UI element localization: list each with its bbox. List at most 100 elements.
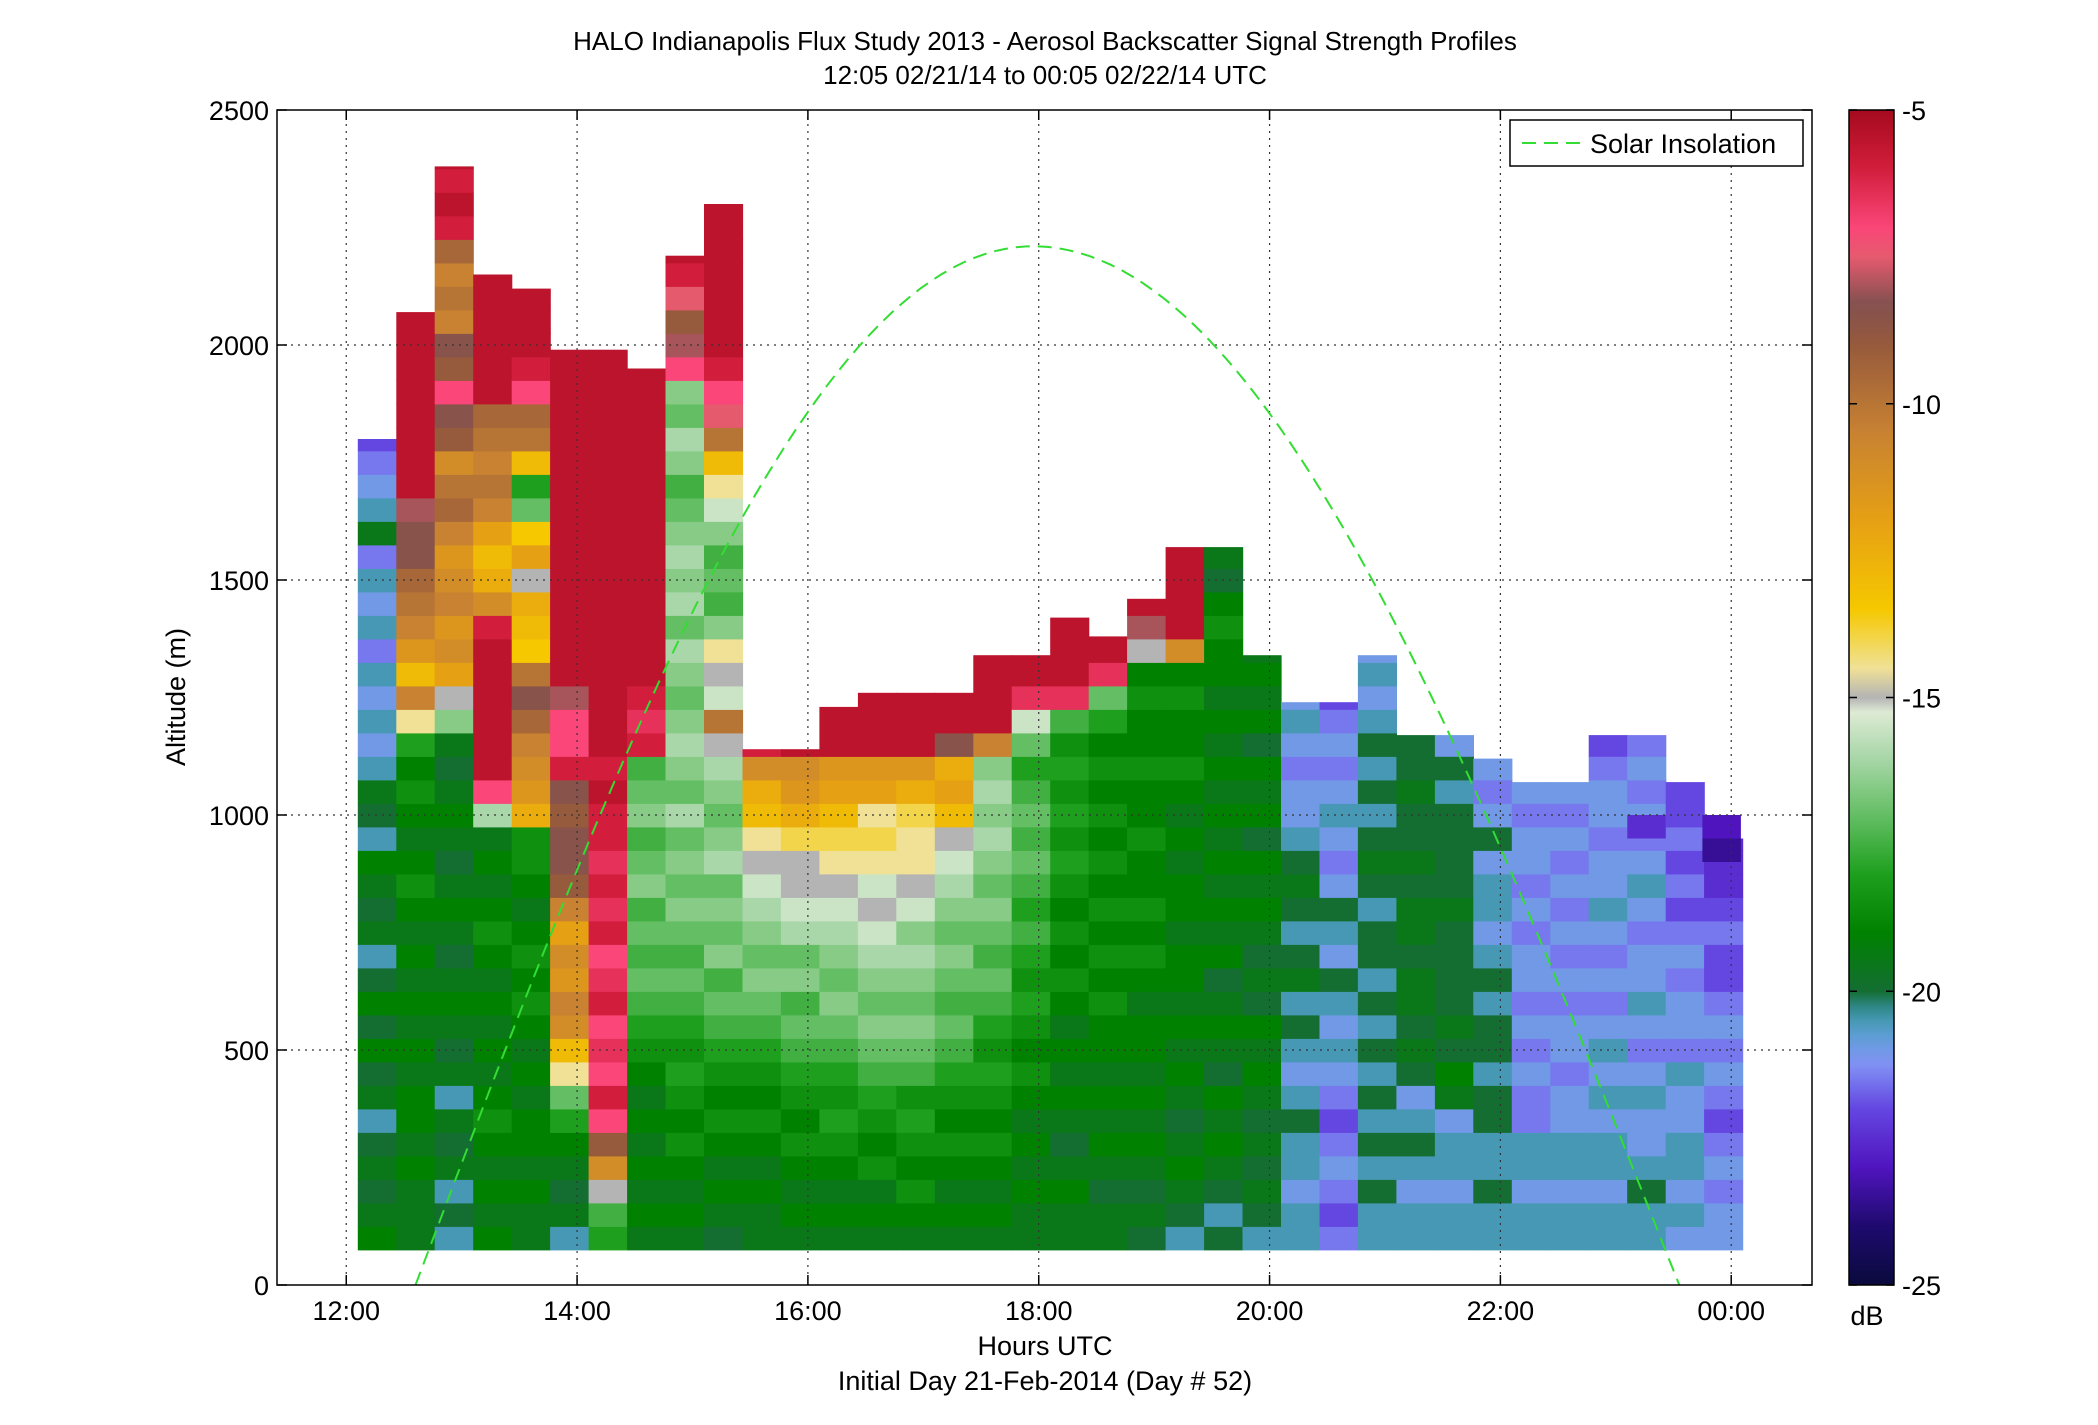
- x-tick-label: 00:00: [1697, 1296, 1765, 1326]
- heatmap-cell: [396, 568, 436, 593]
- heatmap-cell: [1434, 920, 1474, 945]
- y-axis-label: Altitude (m): [161, 628, 191, 766]
- heatmap-cell: [434, 897, 474, 922]
- heatmap-cell: [665, 1061, 705, 1086]
- heatmap-cell: [1088, 1038, 1128, 1063]
- heatmap-cell: [473, 403, 513, 428]
- heatmap-cell: [1627, 735, 1667, 757]
- heatmap-cell: [1127, 1132, 1167, 1157]
- heatmap-cell: [511, 591, 551, 616]
- heatmap-cell: [434, 850, 474, 875]
- heatmap-cell: [1281, 967, 1321, 992]
- heatmap-cell: [473, 1085, 513, 1110]
- heatmap-cell: [588, 662, 628, 687]
- heatmap-cell: [857, 1155, 897, 1180]
- heatmap-cell: [588, 685, 628, 710]
- heatmap-cell: [588, 1202, 628, 1227]
- heatmap-cell: [1165, 779, 1205, 804]
- y-tick-label: 500: [224, 1036, 269, 1066]
- heatmap-cell: [1011, 1155, 1051, 1180]
- heatmap-cell: [973, 897, 1013, 922]
- heatmap-cell: [550, 450, 590, 475]
- heatmap-cell: [1165, 662, 1205, 687]
- heatmap-cell: [357, 967, 397, 992]
- heatmap-cell: [511, 1014, 551, 1039]
- heatmap-cell: [1242, 709, 1282, 734]
- heatmap-cell: [1204, 826, 1244, 851]
- heatmap-cell: [1127, 1085, 1167, 1110]
- heatmap-cell: [1319, 967, 1359, 992]
- heatmap-cell: [1050, 967, 1090, 992]
- heatmap-cell: [1357, 920, 1397, 945]
- heatmap-cell: [1204, 1132, 1244, 1157]
- heatmap-cell: [396, 826, 436, 851]
- heatmap-cell: [473, 1038, 513, 1063]
- heatmap-cell: [1050, 732, 1090, 757]
- heatmap-cell: [1204, 1202, 1244, 1227]
- y-tick-label: 1000: [209, 801, 269, 831]
- heatmap-cell: [665, 1085, 705, 1110]
- heatmap-cell: [588, 1108, 628, 1133]
- heatmap-cell: [434, 944, 474, 969]
- heatmap-cell: [780, 1061, 820, 1086]
- heatmap-cell: [1050, 1155, 1090, 1180]
- heatmap-cell: [396, 1014, 436, 1039]
- heatmap-cell: [857, 1226, 897, 1251]
- heatmap-cell: [1088, 850, 1128, 875]
- heatmap-cell: [396, 497, 436, 522]
- heatmap-cell: [588, 1132, 628, 1157]
- heatmap-cell: [1550, 991, 1590, 1016]
- heatmap-cell: [665, 1108, 705, 1133]
- heatmap-cell: [780, 756, 820, 781]
- heatmap-cell: [357, 1085, 397, 1110]
- heatmap-cell: [742, 1155, 782, 1180]
- heatmap-cell: [588, 897, 628, 922]
- heatmap-cell: [357, 685, 397, 710]
- heatmap-cell: [511, 1061, 551, 1086]
- heatmap-cell: [1088, 1179, 1128, 1204]
- heatmap-cell: [1204, 1108, 1244, 1133]
- legend-entry-label: Solar Insolation: [1590, 129, 1776, 159]
- heatmap-cell: [665, 356, 705, 381]
- heatmap-cell: [973, 1132, 1013, 1157]
- heatmap-cell: [1242, 920, 1282, 945]
- heatmap-cell: [1088, 636, 1128, 640]
- heatmap-cell: [1704, 944, 1744, 969]
- heatmap-cell: [627, 1132, 667, 1157]
- heatmap-cell: [1396, 967, 1436, 992]
- heatmap-cell: [434, 403, 474, 428]
- heatmap-cell: [550, 380, 590, 405]
- heatmap-cell: [1088, 685, 1128, 710]
- heatmap-cell: [1165, 897, 1205, 922]
- heatmap-cell: [1396, 803, 1436, 828]
- heatmap-cell: [1011, 991, 1051, 1016]
- heatmap-cell: [511, 991, 551, 1016]
- heatmap-cell: [627, 1014, 667, 1039]
- heatmap-cell: [1550, 1179, 1590, 1204]
- heatmap-cell: [511, 450, 551, 475]
- heatmap-cell: [819, 1202, 859, 1227]
- heatmap-cell: [357, 1132, 397, 1157]
- heatmap-cell: [704, 591, 744, 616]
- x-tick-label: 22:00: [1467, 1296, 1535, 1326]
- heatmap-cell: [857, 1108, 897, 1133]
- heatmap-cell: [434, 991, 474, 1016]
- heatmap-cell: [1588, 920, 1628, 945]
- heatmap-cell: [1473, 1155, 1513, 1180]
- heatmap-cell: [1011, 944, 1051, 969]
- heatmap-cell: [1704, 920, 1744, 945]
- heatmap-cell: [665, 897, 705, 922]
- heatmap-cell: [665, 403, 705, 428]
- heatmap-cell: [511, 1132, 551, 1157]
- heatmap-cell: [1473, 1179, 1513, 1204]
- heatmap-cell: [857, 1061, 897, 1086]
- heatmap-cell: [742, 756, 782, 781]
- heatmap-cell: [1281, 1132, 1321, 1157]
- heatmap-cell: [1434, 1108, 1474, 1133]
- heatmap-cell: [1319, 1014, 1359, 1039]
- heatmap-cell: [704, 826, 744, 851]
- heatmap-cell: [627, 427, 667, 452]
- heatmap-cell: [1165, 1014, 1205, 1039]
- heatmap-cell: [704, 204, 744, 217]
- heatmap-cell: [1204, 1014, 1244, 1039]
